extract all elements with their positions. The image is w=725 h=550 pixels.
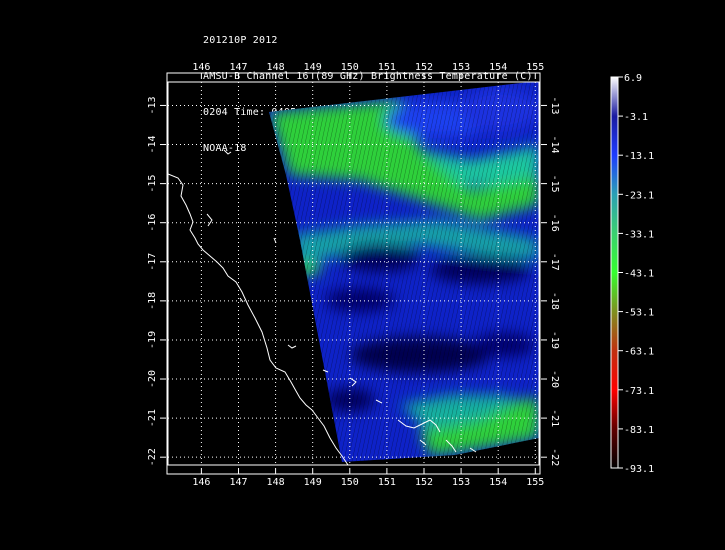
- lon-label-top: 155: [526, 62, 544, 73]
- colorbar-label: -83.1: [624, 425, 654, 436]
- colorbar-label: -73.1: [624, 386, 654, 397]
- lat-label-right: -15: [549, 175, 560, 193]
- lon-label-top: 153: [452, 62, 470, 73]
- lon-label-bottom: 147: [229, 477, 247, 488]
- lat-label-right: -18: [549, 292, 560, 310]
- lat-label-right: -22: [549, 448, 560, 466]
- lat-label-right: -14: [549, 135, 560, 153]
- axis-ticks: 146 146 147 147 148 148 149 149 150 150 151 151 152 1…: [147, 62, 560, 488]
- lon-label-bottom: 150: [341, 477, 359, 488]
- lat-label-left: -18: [147, 292, 158, 310]
- storm-id-year: 201210P 2012: [203, 35, 278, 46]
- colorbar-label: -23.1: [624, 190, 654, 201]
- lat-label-left: -15: [147, 175, 158, 193]
- lat-label-left: -16: [147, 214, 158, 232]
- lat-label-right: -20: [549, 370, 560, 388]
- lat-label-left: -14: [147, 135, 158, 153]
- lon-label-bottom: 155: [526, 477, 544, 488]
- coastline: [168, 149, 477, 465]
- lat-label-left: -13: [147, 96, 158, 114]
- colorbar-gradient: [610, 76, 619, 469]
- lat-label-right: -19: [549, 331, 560, 349]
- lat-label-left: -22: [147, 448, 158, 466]
- lon-label-bottom: 146: [192, 477, 210, 488]
- satellite-name: NOAA-18: [203, 143, 247, 154]
- colorbar-label: -43.1: [624, 269, 654, 280]
- lon-label-bottom: 149: [304, 477, 322, 488]
- lon-label-bottom: 153: [452, 477, 470, 488]
- lon-label-bottom: 154: [489, 477, 507, 488]
- lon-label-top: 148: [267, 62, 285, 73]
- map-frame-outer: [166, 72, 541, 475]
- lat-label-right: -13: [549, 96, 560, 114]
- lon-label-top: 150: [341, 62, 359, 73]
- colorbar-label: -93.1: [624, 464, 654, 475]
- lon-label-bottom: 148: [267, 477, 285, 488]
- lon-label-bottom: 151: [378, 477, 396, 488]
- map-frame-inner: [167, 81, 540, 466]
- lon-label-top: 149: [304, 62, 322, 73]
- lat-label-left: -20: [147, 370, 158, 388]
- brightness-swath: [269, 82, 539, 462]
- lat-label-right: -17: [549, 253, 560, 271]
- colorbar-label: -33.1: [624, 229, 654, 240]
- lon-label-top: 152: [415, 62, 433, 73]
- lat-label-right: -21: [549, 409, 560, 427]
- lat-label-left: -21: [147, 409, 158, 427]
- lon-label-top: 147: [229, 62, 247, 73]
- lat-lon-grid: [166, 72, 541, 475]
- lat-label-right: -16: [549, 214, 560, 232]
- colorbar-label: -63.1: [624, 347, 654, 358]
- product-title: AMSU-B Channel 16 (89 GHz) Brightness Te…: [203, 71, 533, 82]
- colorbar-label: 6.9: [624, 73, 642, 84]
- lon-label-bottom: 152: [415, 477, 433, 488]
- lon-label-top: 154: [489, 62, 507, 73]
- lat-label-left: -19: [147, 331, 158, 349]
- lat-label-left: -17: [147, 253, 158, 271]
- colorbar-label: -13.1: [624, 151, 654, 162]
- colorbar-label: -53.1: [624, 308, 654, 319]
- lon-label-top: 151: [378, 62, 396, 73]
- lon-label-top: 146: [192, 62, 210, 73]
- colorbar-label: -3.1: [624, 112, 648, 123]
- temperature-colorbar: 6.9 -3.1 -13.1 -23.1 -33.1 -43.1 -53.1 -63.1 -73…: [610, 73, 654, 475]
